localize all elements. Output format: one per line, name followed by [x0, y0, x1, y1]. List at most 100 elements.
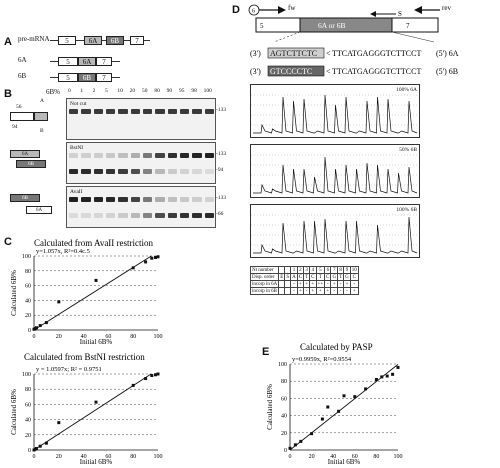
y-tick-label: 20 [25, 433, 31, 439]
table-row: Disp. order E S A C T C T C G T G C [249, 273, 359, 281]
gel-band [81, 153, 91, 158]
nucleotide-table: Nt number 1 2 3 4 5 6 7 8 9 10 Disp. order E S A C T C T C G… [249, 266, 359, 295]
gel-band [143, 153, 153, 158]
trace-line [253, 216, 418, 254]
exon-label: 5 [260, 22, 264, 30]
data-point [342, 394, 346, 398]
gel-band [106, 213, 116, 218]
table-row: incorp in 6B - + - + + + - - - + [249, 287, 359, 295]
lane-label: 80 [154, 88, 160, 94]
gel-band [180, 213, 190, 218]
y-tick-label: 0 [28, 448, 31, 454]
gel-band [130, 109, 140, 114]
x-tick-label: 0 [33, 334, 36, 340]
gel-band [143, 109, 153, 114]
schem-label: B [40, 128, 44, 134]
table-cell: 1 [290, 266, 298, 274]
trace-svg [251, 94, 419, 134]
exon-box: 5 [58, 73, 78, 82]
chart-title: Calculated from BstNI restriction [24, 352, 145, 362]
pyrogram-traces: 100% 6A 50% 6B 100% 6B [250, 84, 420, 264]
table-cell: - [337, 287, 345, 295]
table-cell: T [315, 273, 326, 281]
seq-6b-box [267, 65, 325, 77]
gel-band [118, 213, 128, 218]
table-cell: + [330, 280, 339, 288]
panel-a-letter: A [4, 36, 12, 48]
schem-label: A [40, 98, 44, 104]
gel-band [204, 213, 214, 218]
seq-6a-suffix: (5') 6A [436, 49, 459, 58]
gel-band [143, 213, 153, 218]
data-point [94, 400, 98, 404]
s-label: S [398, 10, 402, 18]
x-tick-label: 20 [56, 454, 62, 460]
gel-band [204, 169, 214, 174]
data-point [44, 321, 48, 325]
table-cell [278, 287, 286, 295]
y-tick-label: 60 [25, 402, 31, 408]
schem-label: 56 [16, 104, 22, 110]
table-cell: 10 [349, 266, 359, 274]
x-tick-label: 0 [33, 454, 36, 460]
gel-band [167, 213, 177, 218]
gel-band [81, 109, 91, 114]
y-tick-label: 60 [281, 396, 287, 402]
gel-band [81, 213, 91, 218]
data-point [131, 266, 135, 270]
gel-band [106, 197, 116, 202]
data-point [131, 383, 135, 387]
table-cell: A [290, 273, 298, 281]
y-axis-label: Calculated 6B% [266, 384, 274, 430]
lane-label: 1 [80, 88, 84, 94]
x-tick-label: 80 [130, 454, 136, 460]
x-tick-label: 40 [330, 454, 336, 460]
y-tick-label: 80 [25, 387, 31, 393]
exon-box: 6A [78, 57, 96, 66]
x-tick-label: 0 [289, 454, 292, 460]
lane-header: 6B% [46, 88, 60, 96]
y-tick-label: 40 [25, 298, 31, 304]
table-cell: - [343, 287, 351, 295]
data-point [374, 377, 378, 381]
gel-band [192, 109, 202, 114]
table-cell: + [296, 287, 305, 295]
y-axis-label: Calculated 6B% [10, 389, 18, 435]
data-point [380, 375, 384, 379]
table-cell: - [349, 280, 359, 288]
zoom-line [273, 31, 301, 43]
exon-box: 7 [130, 36, 144, 45]
gel-band [106, 169, 116, 174]
data-point [38, 444, 42, 448]
trace-label: 100% 6B [396, 207, 417, 213]
gel-band [93, 153, 103, 158]
trace-svg [251, 214, 419, 254]
chart-pasp: Calculated by PASP y=0.9959x, R²=0.9554 0 2… [266, 342, 403, 466]
lane-label: 10 [117, 88, 123, 94]
data-point [391, 372, 395, 376]
data-point [396, 365, 400, 369]
x-tick-label: 60 [105, 334, 111, 340]
data-point [154, 373, 158, 377]
exon-7-box [391, 17, 439, 33]
lane-label: 50 [142, 88, 148, 94]
trend-line [33, 373, 152, 451]
primer-number: 6 [252, 9, 255, 15]
pyrogram-trace: 100% 6A [250, 84, 420, 138]
gel-band [155, 197, 165, 202]
gel-label: AvaII [70, 189, 83, 195]
trace-label: 50% 6B [399, 147, 417, 153]
table-cell: + [343, 280, 351, 288]
exon-box: 5 [58, 36, 76, 45]
table-cell: Disp. order [249, 273, 280, 281]
table-cell: + [309, 287, 317, 295]
table-cell [284, 287, 292, 295]
gel-label: Not cut [70, 101, 87, 107]
table-cell: 7 [330, 266, 339, 274]
x-axis-label: Initial 6B% [80, 458, 113, 466]
exon-box: 5 [58, 57, 78, 66]
seq-6b-boxed: GTCCCCTC [270, 67, 312, 76]
y-tick-label: 60 [25, 284, 31, 290]
data-point [293, 443, 297, 447]
table-cell: + [324, 287, 332, 295]
